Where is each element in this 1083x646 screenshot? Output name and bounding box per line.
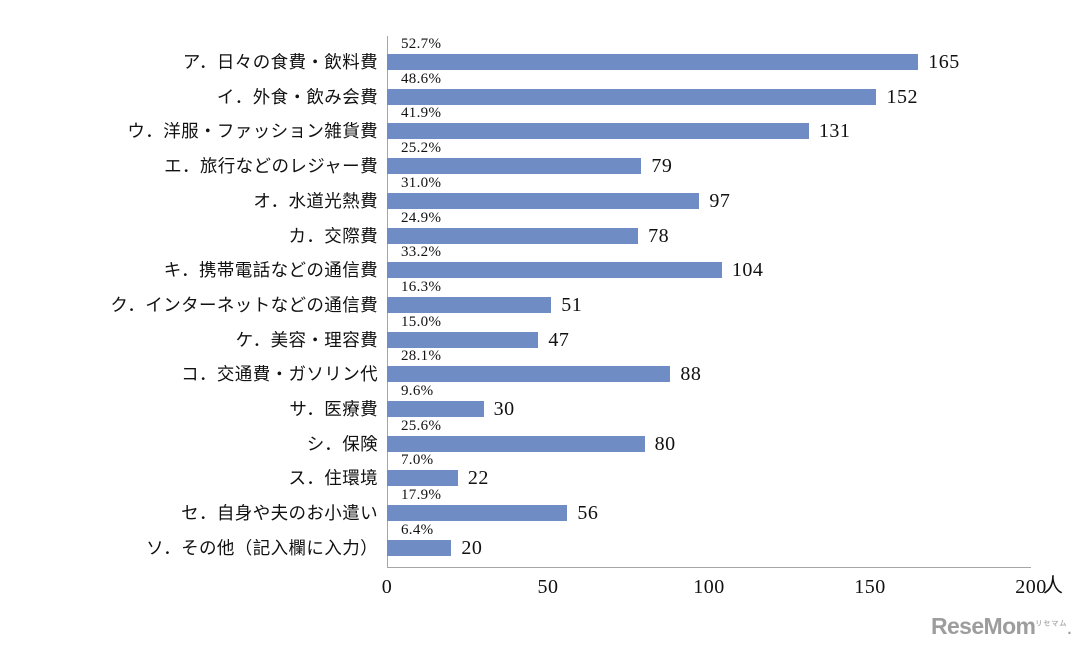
category-label: オ．水道光熱費	[253, 190, 378, 211]
category-label: セ．自身や夫のお小遣い	[181, 503, 378, 524]
bar	[387, 505, 568, 522]
bar	[387, 88, 877, 105]
bar-value-label: 97	[709, 189, 731, 212]
watermark-text: ReseMom	[930, 613, 1036, 639]
bar-percent-label: 24.9%	[401, 209, 442, 226]
category-label: キ．携帯電話などの通信費	[163, 260, 378, 281]
bar-row: 7.0% 22	[387, 453, 1031, 490]
category-label: コ．交通費・ガソリン代	[181, 364, 378, 385]
bar-value-label: 152	[886, 85, 918, 108]
bar-percent-label: 52.7%	[401, 36, 442, 52]
bar-percent-label: 28.1%	[401, 348, 442, 365]
bar	[387, 470, 458, 487]
bar	[387, 401, 484, 417]
bar-percent-label: 9.6%	[401, 383, 434, 399]
x-axis-tick-label: 200	[1015, 576, 1047, 598]
category-label: ス．住環境	[288, 468, 378, 489]
bar-value-label: 80	[654, 432, 676, 455]
bar-row: 48.6% 152	[387, 71, 1031, 108]
bar-percent-label: 48.6%	[401, 70, 442, 87]
bar-value-label: 47	[548, 328, 570, 351]
bar	[387, 262, 722, 279]
bar-percent-label: 41.9%	[401, 105, 442, 122]
bar-value-label: 56	[577, 502, 599, 525]
bar-percent-label: 15.0%	[401, 313, 442, 330]
category-label: エ．旅行などのレジャー費	[164, 156, 378, 177]
bar-value-label: 165	[928, 51, 960, 73]
bar-row: 28.1% 88	[387, 349, 1031, 386]
bar-row: 16.3% 51	[387, 279, 1031, 316]
x-axis-tick-label: 0	[381, 576, 393, 598]
bar	[387, 331, 539, 348]
bar-row: 31.0% 97	[387, 175, 1031, 212]
category-label: ウ．洋服・ファッション雑貨費	[127, 121, 378, 142]
bar-value-label: 30	[493, 398, 515, 420]
bar-value-label: 104	[731, 259, 764, 282]
category-label: シ．保険	[306, 433, 378, 454]
bar-percent-label: 17.9%	[401, 487, 442, 504]
bar-value-label: 131	[818, 120, 851, 143]
bar	[387, 366, 671, 383]
category-label: サ．医療費	[289, 399, 378, 419]
bar-row: 25.2% 79	[387, 141, 1031, 178]
bar-percent-label: 6.4%	[401, 521, 434, 538]
category-label: ク．インターネットなどの通信費	[110, 294, 378, 315]
bar-row: 17.9% 56	[387, 488, 1031, 525]
bar-value-label: 51	[561, 293, 583, 316]
category-label: ア．日々の食費・飲料費	[182, 52, 378, 72]
bar-percent-label: 33.2%	[401, 244, 442, 261]
bar	[387, 123, 809, 140]
bar-row: 33.2% 104	[387, 245, 1031, 282]
category-label: カ．交際費	[288, 225, 378, 246]
bar	[387, 54, 919, 70]
resemom-watermark: ReseMomリセマム.	[930, 613, 1072, 640]
bar-value-label: 88	[680, 363, 702, 386]
bar	[387, 539, 452, 556]
bar-value-label: 78	[648, 224, 670, 247]
x-axis-tick-label: 150	[854, 576, 886, 598]
x-axis-tick-label: 100	[693, 576, 725, 598]
bar	[387, 435, 645, 452]
bar-percent-label: 31.0%	[401, 174, 442, 191]
bar-percent-label: 16.3%	[401, 278, 442, 295]
category-label: イ．外食・飲み会費	[216, 86, 378, 107]
bar-value-label: 79	[651, 155, 673, 178]
bar	[387, 158, 642, 175]
x-axis-ticks: 0 50 100 150 200	[382, 576, 1047, 606]
x-axis-line	[387, 567, 1031, 568]
category-label: ケ．美容・理容費	[235, 329, 378, 350]
bar-percent-label: 7.0%	[401, 452, 434, 469]
bar-row: 25.6% 80	[387, 418, 1031, 455]
x-axis-tick-label: 50	[537, 576, 559, 598]
plot-area: 52.7% 165 48.6% 152 41.9% 131 25.2% 79 31.0% 97 24…	[387, 36, 1031, 568]
bar-row: 6.4% 20	[387, 522, 1031, 559]
bar	[387, 296, 552, 313]
bar-percent-label: 25.2%	[401, 140, 442, 157]
bar	[387, 227, 639, 244]
bar	[387, 192, 700, 209]
bar-row: 24.9% 78	[387, 210, 1031, 247]
category-label: ソ．その他（記入欄に入力）	[146, 537, 378, 558]
watermark-dot: .	[1067, 621, 1071, 638]
bar-percent-label: 25.6%	[401, 417, 442, 434]
bar-row: 15.0% 47	[387, 314, 1031, 351]
bar-value-label: 20	[461, 536, 483, 559]
bar-row: 52.7% 165	[387, 37, 1031, 73]
x-axis-unit-label: 人	[1043, 575, 1063, 597]
bar-value-label: 22	[467, 467, 489, 490]
watermark-superscript: リセマム	[1035, 620, 1068, 628]
bar-row: 9.6% 30	[387, 384, 1031, 420]
bar-row: 41.9% 131	[387, 106, 1031, 143]
